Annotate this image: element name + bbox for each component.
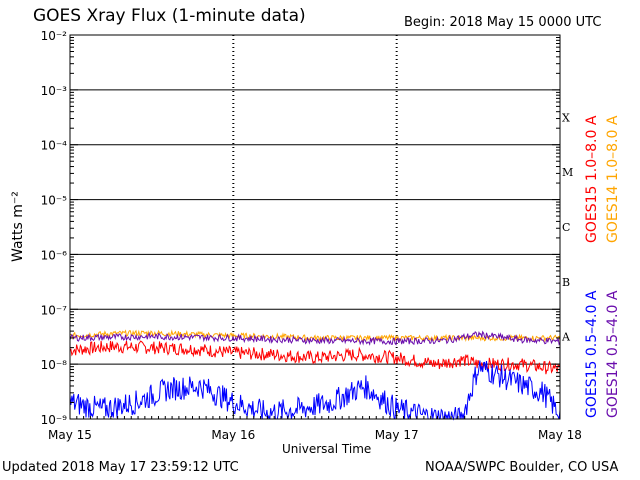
flare-class-labels: X M C B A [561,111,573,343]
y-tick-label: 10⁻⁴ [41,139,68,153]
legend-goes15-long: GOES15 1.0–8.0 A [584,115,600,243]
begin-time: Begin: 2018 May 15 0000 UTC [404,15,602,30]
x-axis-title: Universal Time [282,442,372,456]
x-tick-label: May 17 [375,428,419,442]
grid-lines [70,34,560,420]
y-tick-label: 10⁻⁸ [41,358,68,372]
series-line-4 [69,330,561,346]
legend-goes15-short: GOES15 0.5–4.0 A [584,290,600,418]
flare-class-x: X [562,111,570,124]
flare-class-a: A [561,331,571,344]
series-line-3 [69,360,561,421]
y-tick-label: 10⁻² [41,29,68,43]
series-lines [69,329,561,421]
legend-goes14-long: GOES14 1.0–8.0 A [605,115,621,243]
y-tick-label: 10⁻⁹ [41,413,68,427]
updated-timestamp: Updated 2018 May 17 23:59:12 UTC [2,460,239,475]
y-tick-label: 10⁻⁷ [41,303,68,317]
y-tick-label: 10⁻³ [41,84,68,98]
y-axis-title: Watts m⁻² [10,191,26,262]
chart-title: GOES Xray Flux (1-minute data) [33,6,306,26]
flare-class-c: C [562,221,570,234]
legend-goes14-short: GOES14 0.5–4.0 A [605,290,621,418]
credit-text: NOAA/SWPC Boulder, CO USA [425,460,619,475]
y-tick-label: 10⁻⁶ [41,248,68,262]
flare-class-m: M [562,166,573,179]
x-tick-label: May 16 [211,428,255,442]
axes: 10⁻⁹ 10⁻⁸ 10⁻⁷ 10⁻⁶ 10⁻⁵ 10⁻⁴ 10⁻³ 10⁻² May 15 Ma… [41,29,582,442]
flare-class-b: B [562,276,570,289]
x-tick-label: May 15 [48,428,92,442]
y-tick-label: 10⁻⁵ [41,194,68,208]
series-line-1 [69,340,561,375]
x-tick-label: May 18 [538,428,582,442]
series-line-2 [69,329,561,343]
